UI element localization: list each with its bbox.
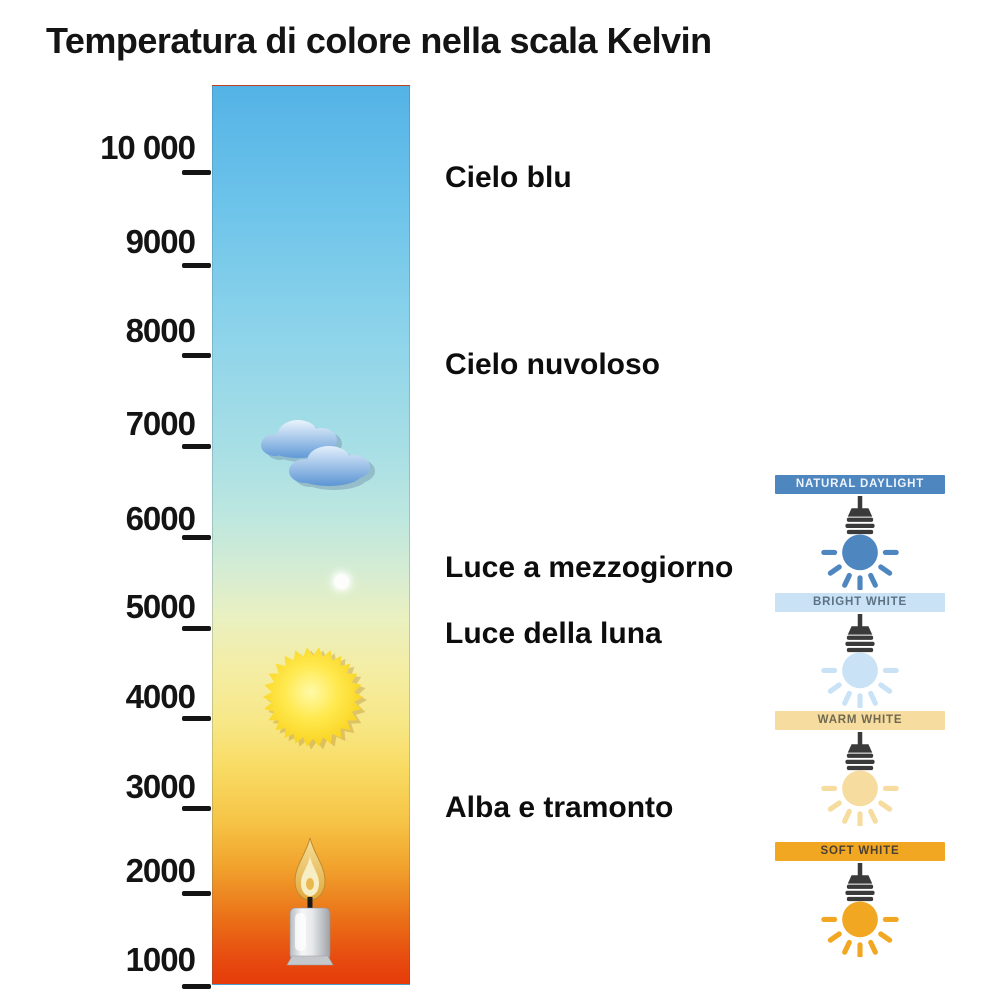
kelvin-tick-label: 6000 — [125, 500, 196, 537]
kelvin-tick-label: 1000 — [125, 941, 196, 978]
legend-group: NATURAL DAYLIGHT — [775, 475, 945, 590]
kelvin-tick-mark — [182, 535, 211, 540]
kelvin-tick-label: 3000 — [125, 768, 196, 805]
kelvin-tick-mark — [182, 984, 211, 989]
moon-icon — [334, 574, 349, 589]
kelvin-tick-label: 2000 — [125, 852, 196, 889]
kelvin-tick-label: 10 000 — [100, 129, 196, 166]
candle-icon — [286, 837, 334, 966]
legend-banner: WARM WHITE — [775, 711, 945, 730]
kelvin-tick-label: 8000 — [125, 312, 196, 349]
bulb-icon — [821, 614, 899, 708]
annotation-label: Luce della luna — [445, 617, 662, 650]
kelvin-tick-mark — [182, 891, 211, 896]
kelvin-tick-label: 7000 — [125, 405, 196, 442]
annotation-label: Luce a mezzogiorno — [445, 551, 734, 584]
legend-group: BRIGHT WHITE — [775, 593, 945, 708]
kelvin-tick-mark — [182, 444, 211, 449]
kelvin-tick-mark — [182, 353, 211, 358]
gradient-bar — [212, 85, 410, 985]
annotation-label: Cielo blu — [445, 161, 572, 194]
kelvin-tick-label: 9000 — [125, 223, 196, 260]
legend-banner: SOFT WHITE — [775, 842, 945, 861]
clouds-icon — [261, 420, 375, 490]
bulb-icon — [821, 732, 899, 826]
kelvin-tick-mark — [182, 626, 211, 631]
legend-group: SOFT WHITE — [775, 842, 945, 957]
legend-banner: NATURAL DAYLIGHT — [775, 475, 945, 494]
annotation-label: Cielo nuvoloso — [445, 348, 661, 381]
sun-icon — [263, 647, 367, 750]
legend-banner: BRIGHT WHITE — [775, 593, 945, 612]
bulb-icon — [821, 863, 899, 957]
kelvin-tick-mark — [182, 170, 211, 175]
legend-group: WARM WHITE — [775, 711, 945, 826]
kelvin-tick-label: 4000 — [125, 678, 196, 715]
bulb-legend: NATURAL DAYLIGHT BRIGHT WHITE WARM WHITE SO… — [775, 0, 945, 1000]
kelvin-tick-mark — [182, 263, 211, 268]
kelvin-tick-mark — [182, 716, 211, 721]
bulb-icon — [821, 496, 899, 590]
kelvin-tick-mark — [182, 806, 211, 811]
annotation-label: Alba e tramonto — [445, 791, 674, 824]
kelvin-tick-label: 5000 — [125, 588, 196, 625]
page-title: Temperatura di colore nella scala Kelvin — [46, 20, 712, 61]
